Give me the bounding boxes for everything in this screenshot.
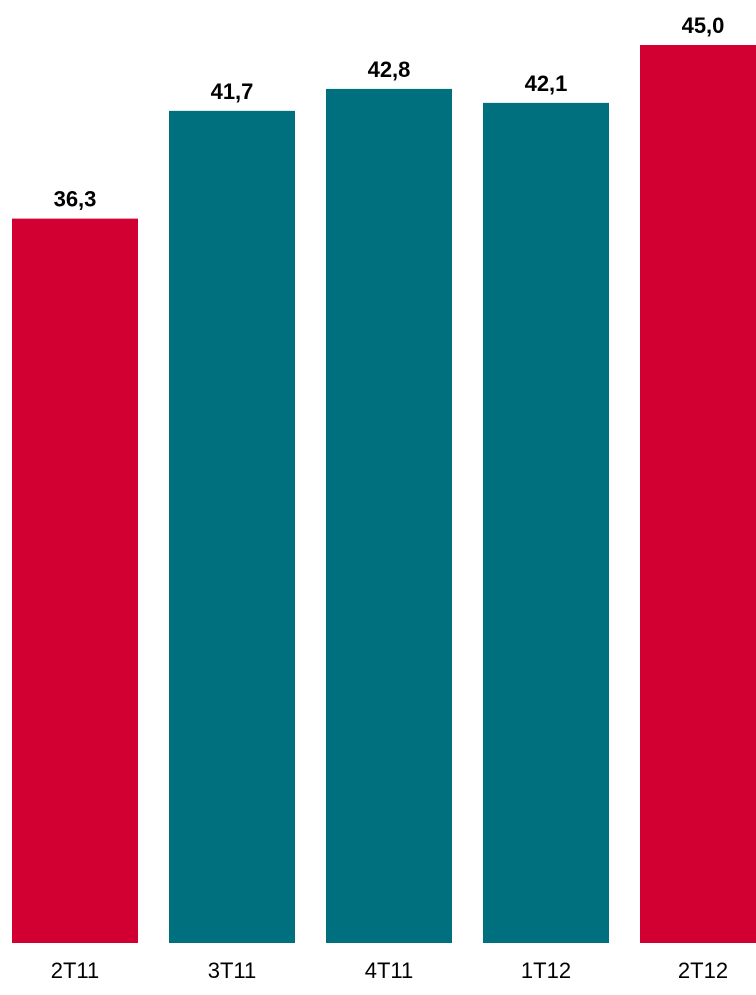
value-label-4t11: 42,8 xyxy=(368,57,411,82)
value-label-2t11: 36,3 xyxy=(54,187,97,212)
x-tick-labels-group: 2T11 3T11 4T11 1T12 2T12 xyxy=(51,958,728,983)
x-tick-label-2t12: 2T12 xyxy=(678,958,728,983)
x-tick-label-1t12: 1T12 xyxy=(521,958,571,983)
bar-3t11 xyxy=(169,110,295,943)
bar-1t12 xyxy=(483,102,609,944)
x-tick-label-3t11: 3T11 xyxy=(208,958,257,983)
bars-group xyxy=(12,45,756,944)
x-tick-label-4t11: 4T11 xyxy=(365,958,414,983)
x-tick-label-2t11: 2T11 xyxy=(51,958,100,983)
value-labels-group: 36,3 41,7 42,8 42,1 45,0 xyxy=(54,13,725,212)
value-label-2t12: 45,0 xyxy=(682,13,725,38)
bar-4t11 xyxy=(326,88,452,943)
bar-2t12 xyxy=(640,45,756,943)
bar-2t11 xyxy=(12,218,138,943)
value-label-3t11: 41,7 xyxy=(211,79,254,104)
value-label-1t12: 42,1 xyxy=(525,71,568,96)
